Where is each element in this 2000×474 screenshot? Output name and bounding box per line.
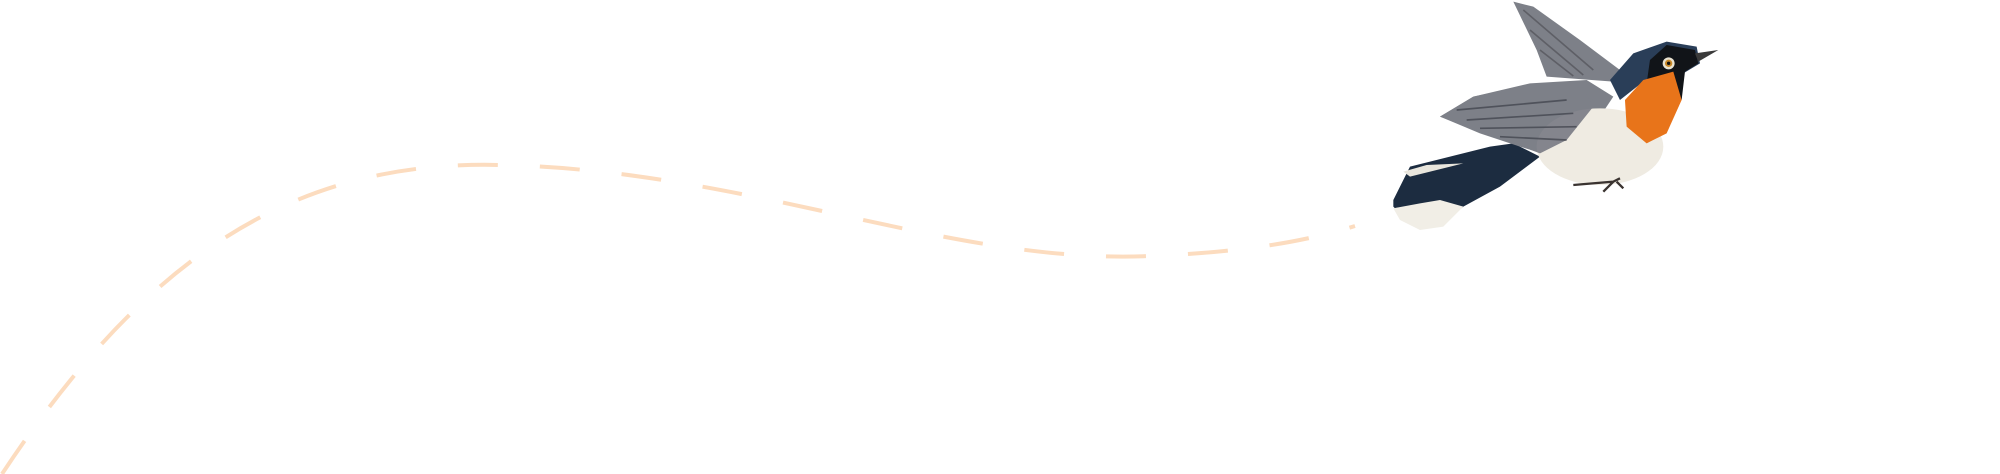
bird-throat [1624,71,1682,144]
bird-tail-top-tips [1403,163,1464,177]
dashed-flight-path [0,162,1356,474]
bird-legs [1573,177,1625,193]
bird-wing-stripes [1456,99,1577,141]
bird-tail-tips [1393,199,1464,230]
bird-upper-wing-stripes [1522,9,1594,77]
bird-beak [1694,49,1719,62]
bird-pupil [1666,61,1671,65]
bird-upper-wing [1513,1,1620,82]
bird-icon [1393,1,1719,230]
